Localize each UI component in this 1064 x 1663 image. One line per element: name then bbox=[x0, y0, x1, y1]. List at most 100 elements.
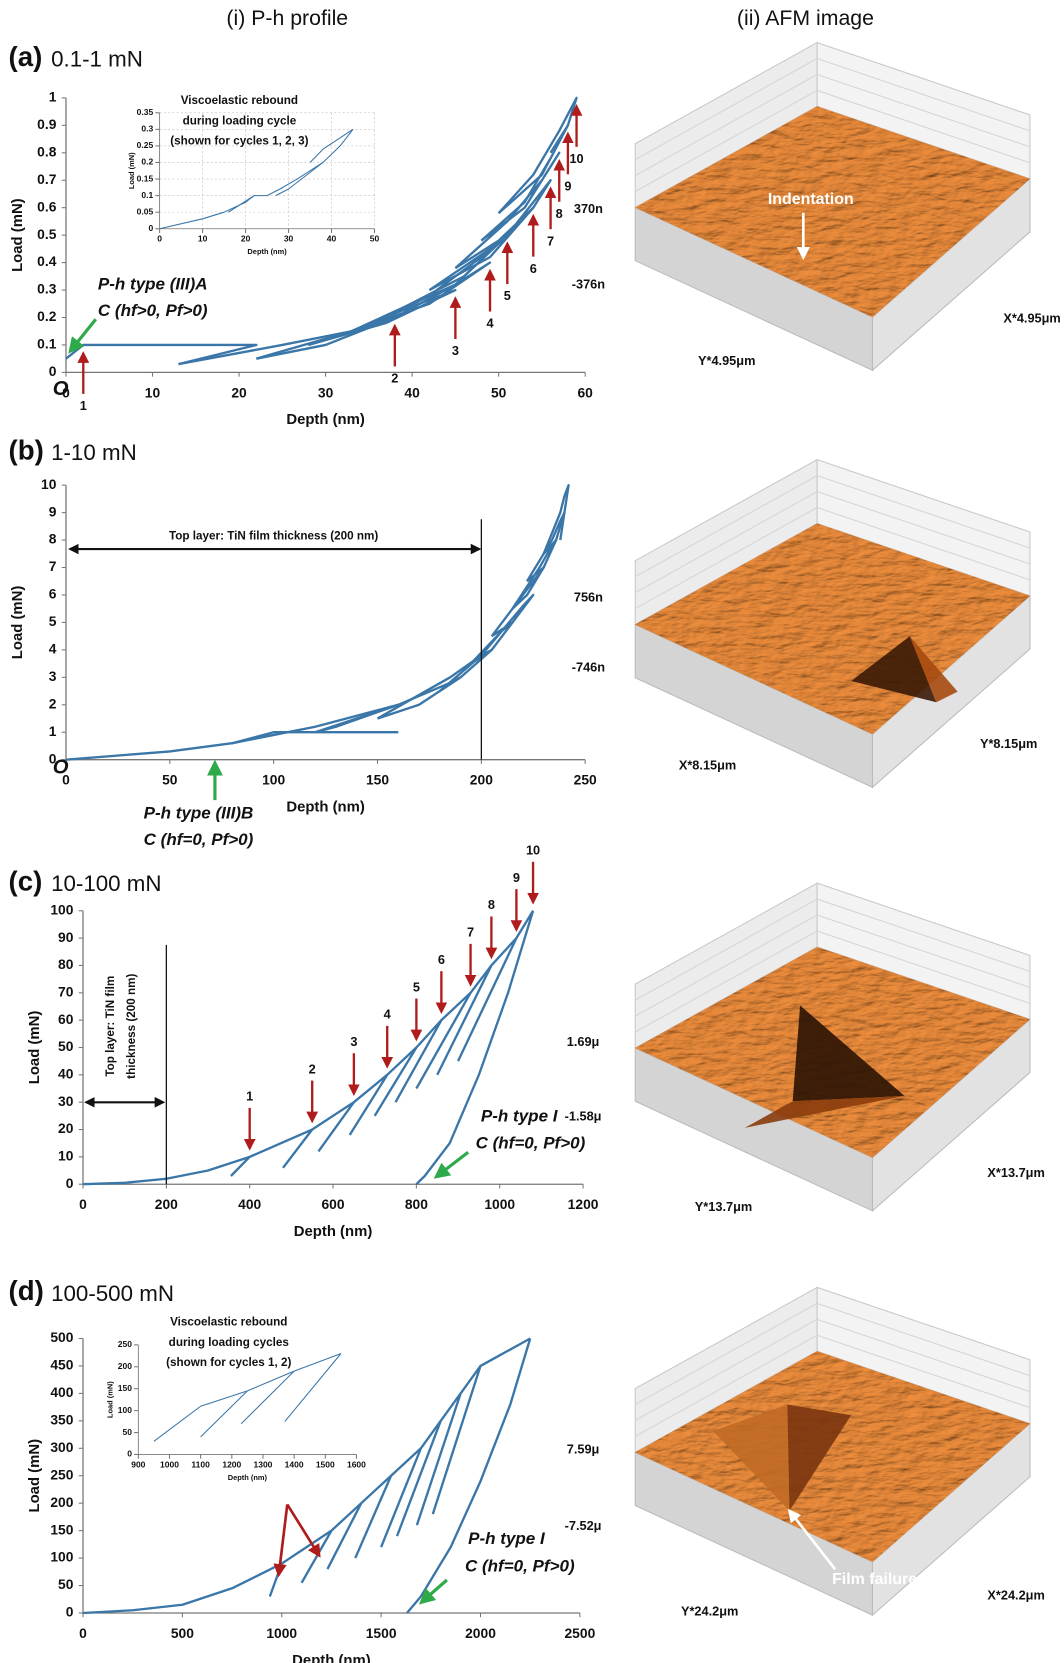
y-tick-label: 0.3 bbox=[141, 124, 153, 134]
type-annotation: C (hf=0, Pf>0) bbox=[144, 830, 254, 849]
x-tick-label: 100 bbox=[262, 772, 285, 788]
inset-title: (shown for cycles 1, 2) bbox=[166, 1356, 291, 1369]
origin-label: O bbox=[53, 378, 69, 400]
y-tick-label: 0.25 bbox=[137, 140, 154, 150]
y-tick-label: 40 bbox=[58, 1065, 74, 1081]
y-tick-label: 80 bbox=[58, 956, 74, 972]
x-tick-label: 40 bbox=[404, 384, 420, 400]
x-axis-label: Depth (nm) bbox=[228, 1473, 268, 1482]
y-tick-label: 100 bbox=[50, 1549, 73, 1565]
x-tick-label: 2500 bbox=[564, 1625, 595, 1641]
x-tick-label: 60 bbox=[578, 384, 594, 400]
x-tick-label: 1300 bbox=[254, 1459, 273, 1469]
x-tick-label: 50 bbox=[162, 772, 178, 788]
x-tick-label: 10 bbox=[145, 384, 161, 400]
x-tick-label: 20 bbox=[231, 384, 247, 400]
cycle-label: 2 bbox=[309, 1061, 316, 1076]
x-tick-label: 1500 bbox=[316, 1459, 335, 1469]
x-tick-label: 900 bbox=[131, 1459, 145, 1469]
panel-subtitle: 10-100 mN bbox=[51, 871, 161, 896]
y-tick-label: 0.7 bbox=[37, 171, 57, 187]
y-tick-label: 70 bbox=[58, 983, 74, 999]
x-tick-label: 30 bbox=[284, 234, 294, 244]
y-tick-label: 0.4 bbox=[37, 253, 57, 269]
y-tick-label: 8 bbox=[49, 531, 57, 547]
cycle-label: 8 bbox=[488, 897, 495, 912]
curve bbox=[355, 1476, 391, 1558]
y-axis-label: Load (mN) bbox=[106, 1381, 115, 1418]
y-tick-label: 1 bbox=[49, 723, 57, 739]
y-tick-label: 0.1 bbox=[141, 190, 153, 200]
x-tick-label: 0 bbox=[79, 1625, 87, 1641]
type-annotation: C (hf=0, Pf>0) bbox=[465, 1557, 575, 1576]
y-tick-label: 50 bbox=[58, 1038, 74, 1054]
z-max-label: 7.59μ bbox=[567, 1442, 600, 1457]
x-tick-label: 1000 bbox=[484, 1196, 515, 1212]
z-max-label: 756n bbox=[574, 589, 603, 604]
curve bbox=[471, 595, 533, 664]
y-tick-label: 150 bbox=[118, 1383, 132, 1393]
x-tick-label: 150 bbox=[366, 772, 389, 788]
x-size-label: X*8.15μm bbox=[679, 757, 736, 772]
inset-title: (shown for cycles 1, 2, 3) bbox=[170, 135, 308, 148]
page: (i) P-h profile (ii) AFM image 00.10.20.… bbox=[0, 0, 1064, 1663]
panel-label: (c) bbox=[9, 865, 43, 896]
x-tick-label: 800 bbox=[405, 1196, 428, 1212]
x-tick-label: 0 bbox=[157, 234, 162, 244]
y-tick-label: 0.15 bbox=[137, 173, 154, 183]
x-tick-label: 1400 bbox=[285, 1459, 304, 1469]
cycle-label: 6 bbox=[530, 261, 537, 276]
y-tick-label: 0.05 bbox=[137, 206, 154, 216]
x-tick-label: 1200 bbox=[222, 1459, 241, 1469]
x-axis-label: Depth (nm) bbox=[247, 247, 287, 256]
cycle-label: 8 bbox=[556, 206, 563, 221]
x-tick-label: 1000 bbox=[266, 1625, 297, 1641]
y-tick-label: 0.35 bbox=[137, 107, 154, 117]
afm-annotation: Film failure bbox=[832, 1571, 917, 1588]
y-tick-label: 90 bbox=[58, 929, 74, 945]
reference-label: thickness (200 nm) bbox=[125, 973, 138, 1078]
panel-subtitle: 0.1-1 mN bbox=[51, 47, 143, 72]
curve bbox=[232, 705, 398, 743]
z-max-label: 1.69μ bbox=[567, 1034, 600, 1049]
y-tick-label: 0 bbox=[66, 1175, 74, 1191]
y-size-label: Y*4.95μm bbox=[698, 353, 755, 368]
x-size-label: X*13.7μm bbox=[987, 1165, 1044, 1180]
type-annotation: P-h type I bbox=[468, 1529, 546, 1548]
inset-title: Viscoelastic rebound bbox=[170, 1316, 287, 1329]
y-tick-label: 100 bbox=[50, 901, 73, 917]
curve bbox=[381, 1448, 421, 1547]
x-tick-label: 200 bbox=[155, 1196, 178, 1212]
x-tick-label: 2000 bbox=[465, 1625, 496, 1641]
x-tick-label: 400 bbox=[238, 1196, 261, 1212]
cycle-label: 9 bbox=[513, 870, 520, 885]
y-tick-label: 10 bbox=[58, 1148, 74, 1164]
column-header: (ii) AFM image bbox=[737, 6, 874, 30]
curve bbox=[433, 1366, 481, 1514]
y-tick-label: 200 bbox=[50, 1494, 73, 1510]
x-axis-label: Depth (nm) bbox=[294, 1224, 373, 1240]
type-annotation: C (hf=0, Pf>0) bbox=[476, 1133, 586, 1152]
y-tick-label: 0.2 bbox=[37, 308, 57, 324]
y-axis-label: Load (mN) bbox=[10, 586, 26, 660]
panel-subtitle: 1-10 mN bbox=[51, 440, 137, 465]
curve bbox=[544, 485, 569, 554]
x-axis-label: Depth (nm) bbox=[286, 412, 365, 428]
cycle-label: 10 bbox=[526, 843, 540, 858]
y-tick-label: 2 bbox=[49, 695, 57, 711]
curve bbox=[66, 732, 398, 759]
x-tick-label: 1100 bbox=[191, 1459, 210, 1469]
curve bbox=[375, 1047, 417, 1115]
y-tick-label: 50 bbox=[122, 1427, 132, 1437]
y-tick-label: 60 bbox=[58, 1011, 74, 1027]
curve bbox=[315, 677, 460, 732]
x-axis-label: Depth (nm) bbox=[292, 1653, 371, 1663]
y-tick-label: 250 bbox=[118, 1339, 132, 1349]
cycle-label: 3 bbox=[452, 343, 459, 358]
x-tick-label: 50 bbox=[491, 384, 507, 400]
curve bbox=[513, 540, 557, 609]
type-annotation: P-h type (III)B bbox=[144, 803, 254, 822]
y-tick-label: 250 bbox=[50, 1466, 73, 1482]
cycle-label: 7 bbox=[467, 925, 474, 940]
reference-label: Top layer: TiN film thickness (200 nm) bbox=[169, 529, 378, 542]
